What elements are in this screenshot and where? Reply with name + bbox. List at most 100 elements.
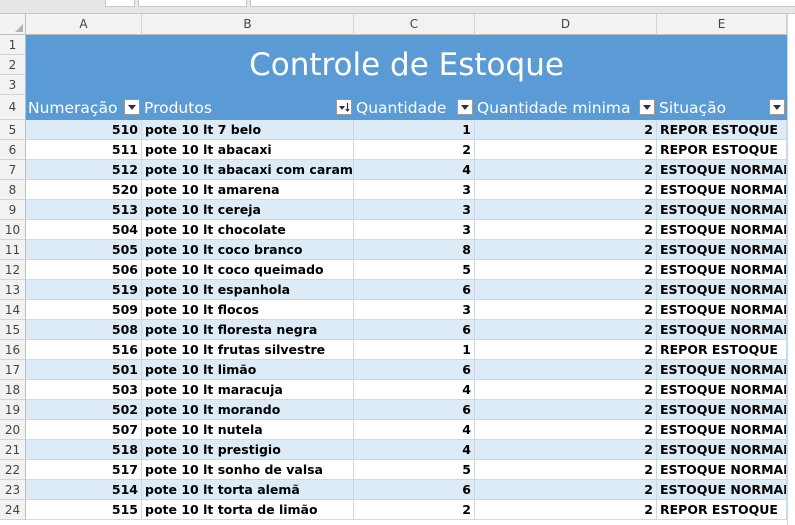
cell-produto[interactable]: pote 10 lt espanhola [142,280,354,300]
row-header-6[interactable]: 6 [0,140,26,160]
cell-numeracao[interactable]: 505 [26,240,142,260]
cell-quantidade-minima[interactable]: 2 [475,400,657,420]
cell-produto[interactable]: pote 10 lt limão [142,360,354,380]
cell-quantidade-minima[interactable]: 2 [475,440,657,460]
cell-quantidade[interactable]: 3 [354,300,475,320]
select-all-corner[interactable] [0,14,26,35]
row-header-3[interactable]: 3 [0,75,26,95]
formula-bar-stub[interactable] [250,0,795,7]
cell-quantidade-minima[interactable]: 2 [475,460,657,480]
header-situacao[interactable]: Situação [657,95,787,120]
cell-quantidade[interactable]: 3 [354,180,475,200]
cell-quantidade[interactable]: 5 [354,260,475,280]
toolbar-tab-stub[interactable] [138,0,247,7]
cell-produto[interactable]: pote 10 lt coco queimado [142,260,354,280]
cell-situacao[interactable]: ESTOQUE NORMAL [657,220,787,240]
title-cell[interactable]: Controle de Estoque [26,35,787,95]
row-header-20[interactable]: 20 [0,420,26,440]
cell-produto[interactable]: pote 10 lt flocos [142,300,354,320]
row-header-10[interactable]: 10 [0,220,26,240]
cell-numeracao[interactable]: 502 [26,400,142,420]
cell-quantidade-minima[interactable]: 2 [475,120,657,140]
cell-produto[interactable]: pote 10 lt abacaxi com caramelo [142,160,354,180]
cell-numeracao[interactable]: 516 [26,340,142,360]
cell-situacao[interactable]: ESTOQUE NORMAL [657,400,787,420]
cell-quantidade[interactable]: 4 [354,420,475,440]
row-header-18[interactable]: 18 [0,380,26,400]
row-header-19[interactable]: 19 [0,400,26,420]
cell-situacao[interactable]: ESTOQUE NORMAL [657,280,787,300]
row-header-23[interactable]: 23 [0,480,26,500]
cell-situacao[interactable]: REPOR ESTOQUE [657,140,787,160]
header-produtos[interactable]: Produtos [142,95,354,120]
row-header-9[interactable]: 9 [0,200,26,220]
cell-quantidade[interactable]: 1 [354,120,475,140]
cell-situacao[interactable]: REPOR ESTOQUE [657,120,787,140]
cell-quantidade-minima[interactable]: 2 [475,240,657,260]
cell-situacao[interactable]: ESTOQUE NORMAL [657,420,787,440]
cell-quantidade[interactable]: 4 [354,160,475,180]
cell-quantidade-minima[interactable]: 2 [475,260,657,280]
cell-quantidade-minima[interactable]: 2 [475,280,657,300]
row-header-1[interactable]: 1 [0,35,26,55]
cell-quantidade-minima[interactable]: 2 [475,300,657,320]
cell-numeracao[interactable]: 517 [26,460,142,480]
cell-situacao[interactable]: ESTOQUE NORMAL [657,160,787,180]
row-header-15[interactable]: 15 [0,320,26,340]
cell-situacao[interactable]: ESTOQUE NORMAL [657,380,787,400]
cell-numeracao[interactable]: 520 [26,180,142,200]
cell-numeracao[interactable]: 511 [26,140,142,160]
cell-quantidade[interactable]: 4 [354,380,475,400]
cell-quantidade-minima[interactable]: 2 [475,140,657,160]
header-numeracao[interactable]: Numeração [26,95,142,120]
cell-numeracao[interactable]: 519 [26,280,142,300]
cell-quantidade-minima[interactable]: 2 [475,500,657,520]
column-header-a[interactable]: A [26,14,142,35]
cell-produto[interactable]: pote 10 lt sonho de valsa [142,460,354,480]
filter-dropdown-icon[interactable] [457,99,473,115]
cell-situacao[interactable]: REPOR ESTOQUE [657,340,787,360]
row-header-11[interactable]: 11 [0,240,26,260]
cell-produto[interactable]: pote 10 lt maracuja [142,380,354,400]
header-quantidade[interactable]: Quantidade [354,95,475,120]
row-header-17[interactable]: 17 [0,360,26,380]
row-header-8[interactable]: 8 [0,180,26,200]
header-quantidade-minima[interactable]: Quantidade minima [475,95,657,120]
cell-situacao[interactable]: ESTOQUE NORMAL [657,240,787,260]
cell-produto[interactable]: pote 10 lt abacaxi [142,140,354,160]
cell-numeracao[interactable]: 518 [26,440,142,460]
cell-situacao[interactable]: ESTOQUE NORMAL [657,260,787,280]
cell-numeracao[interactable]: 515 [26,500,142,520]
cell-quantidade-minima[interactable]: 2 [475,340,657,360]
cell-quantidade[interactable]: 3 [354,200,475,220]
cell-situacao[interactable]: REPOR ESTOQUE [657,500,787,520]
cell-quantidade-minima[interactable]: 2 [475,200,657,220]
cell-produto[interactable]: pote 10 lt nutela [142,420,354,440]
row-header-22[interactable]: 22 [0,460,26,480]
cell-numeracao[interactable]: 513 [26,200,142,220]
row-header-13[interactable]: 13 [0,280,26,300]
cell-situacao[interactable]: ESTOQUE NORMAL [657,300,787,320]
row-header-21[interactable]: 21 [0,440,26,460]
row-header-14[interactable]: 14 [0,300,26,320]
cell-numeracao[interactable]: 509 [26,300,142,320]
cell-situacao[interactable]: ESTOQUE NORMAL [657,320,787,340]
cell-numeracao[interactable]: 507 [26,420,142,440]
column-header-e[interactable]: E [657,14,787,35]
column-header-b[interactable]: B [142,14,354,35]
cell-produto[interactable]: pote 10 lt cereja [142,200,354,220]
cell-quantidade[interactable]: 6 [354,400,475,420]
column-header-d[interactable]: D [475,14,657,35]
cell-produto[interactable]: pote 10 lt prestigio [142,440,354,460]
cell-produto[interactable]: pote 10 lt 7 belo [142,120,354,140]
cell-produto[interactable]: pote 10 lt amarena [142,180,354,200]
cell-quantidade[interactable]: 6 [354,480,475,500]
cell-situacao[interactable]: ESTOQUE NORMAL [657,180,787,200]
row-header-2[interactable]: 2 [0,55,26,75]
row-header-24[interactable]: 24 [0,500,26,520]
cell-quantidade[interactable]: 6 [354,320,475,340]
toolbar-tab-stub[interactable] [105,0,135,7]
cell-situacao[interactable]: ESTOQUE NORMAL [657,440,787,460]
cell-quantidade[interactable]: 5 [354,460,475,480]
cell-numeracao[interactable]: 503 [26,380,142,400]
